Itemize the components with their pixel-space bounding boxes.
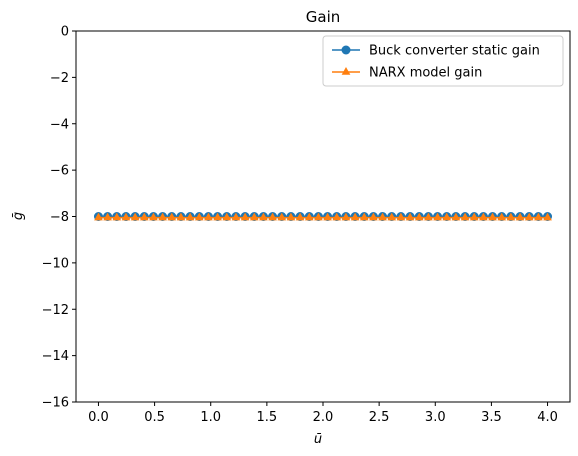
legend-marker	[341, 67, 351, 75]
y-tick-label: −8	[50, 210, 69, 225]
series-1	[94, 212, 552, 221]
data-point	[378, 212, 387, 221]
y-tick-label: −16	[42, 396, 69, 411]
data-point	[249, 212, 259, 221]
x-tick-label: 0.5	[144, 410, 165, 425]
x-tick-label: 4.0	[537, 410, 558, 425]
x-tick-label: 3.5	[481, 410, 502, 425]
x-tick-label: 2.5	[369, 410, 390, 425]
chart-title: Gain	[306, 8, 341, 26]
x-axis-label: ū	[314, 432, 322, 447]
legend-label: Buck converter static gain	[369, 44, 540, 59]
y-tick-label: −10	[42, 256, 69, 271]
y-tick-label: 0	[61, 25, 69, 40]
data-point	[121, 212, 131, 221]
data-point	[405, 212, 415, 221]
data-point	[304, 212, 314, 221]
plot-area	[93, 212, 553, 221]
data-point	[460, 212, 470, 221]
y-tick-label: −4	[50, 117, 69, 132]
data-point	[332, 212, 342, 221]
data-point	[185, 212, 195, 221]
data-point	[534, 212, 543, 221]
data-point	[515, 212, 525, 221]
data-point	[240, 212, 250, 221]
data-point	[387, 212, 397, 221]
data-point	[139, 212, 149, 221]
legend-entry: NARX model gain	[332, 66, 482, 81]
data-point	[204, 212, 213, 221]
data-point	[524, 212, 534, 221]
data-point	[194, 212, 204, 221]
data-point	[350, 212, 360, 221]
data-point	[130, 212, 140, 221]
data-point	[442, 212, 452, 221]
data-point	[222, 212, 232, 221]
data-point	[396, 212, 406, 221]
data-point	[323, 212, 332, 221]
x-tick-label: 1.5	[257, 410, 278, 425]
y-axis-label: ḡ	[11, 212, 26, 220]
data-point	[341, 212, 351, 221]
data-point	[231, 212, 241, 221]
legend-entry: Buck converter static gain	[332, 44, 540, 59]
y-axis: 0 −2 −4 −6 −8 −10 −12 −14 −16	[42, 25, 76, 411]
legend: Buck converter static gain NARX model gai…	[322, 35, 564, 87]
data-point	[94, 212, 103, 221]
data-point	[414, 212, 424, 221]
data-point	[103, 212, 112, 221]
data-point	[424, 212, 433, 221]
y-tick-label: −14	[42, 349, 69, 364]
data-point	[433, 212, 442, 221]
y-tick-label: −12	[42, 303, 69, 318]
data-point	[451, 212, 461, 221]
data-point	[506, 212, 516, 221]
data-point	[112, 212, 122, 221]
x-tick-label: 1.0	[200, 410, 221, 425]
x-tick-label: 2.0	[313, 410, 334, 425]
data-point	[469, 212, 479, 221]
data-point	[167, 212, 177, 221]
y-tick-label: −6	[50, 164, 69, 179]
data-point	[277, 212, 287, 221]
legend-marker	[341, 45, 351, 55]
y-tick-label: −2	[50, 71, 69, 86]
data-point	[488, 212, 497, 221]
data-point	[176, 212, 186, 221]
data-point	[259, 212, 268, 221]
data-point	[158, 212, 167, 221]
legend-frame	[322, 35, 564, 87]
data-point	[479, 212, 488, 221]
x-tick-label: 0.0	[88, 410, 109, 425]
data-point	[213, 212, 222, 221]
data-point	[149, 212, 158, 221]
data-point	[314, 212, 323, 221]
data-point	[286, 212, 296, 221]
data-point	[295, 212, 305, 221]
data-point	[543, 212, 552, 221]
data-point	[369, 212, 378, 221]
x-axis: 0.0 0.5 1.0 1.5 2.0 2.5 3.0 3.5 4.0	[88, 402, 558, 425]
legend-label: NARX model gain	[369, 66, 482, 81]
x-tick-label: 3.0	[425, 410, 446, 425]
data-point	[497, 212, 507, 221]
data-point	[268, 212, 277, 221]
data-point	[359, 212, 369, 221]
